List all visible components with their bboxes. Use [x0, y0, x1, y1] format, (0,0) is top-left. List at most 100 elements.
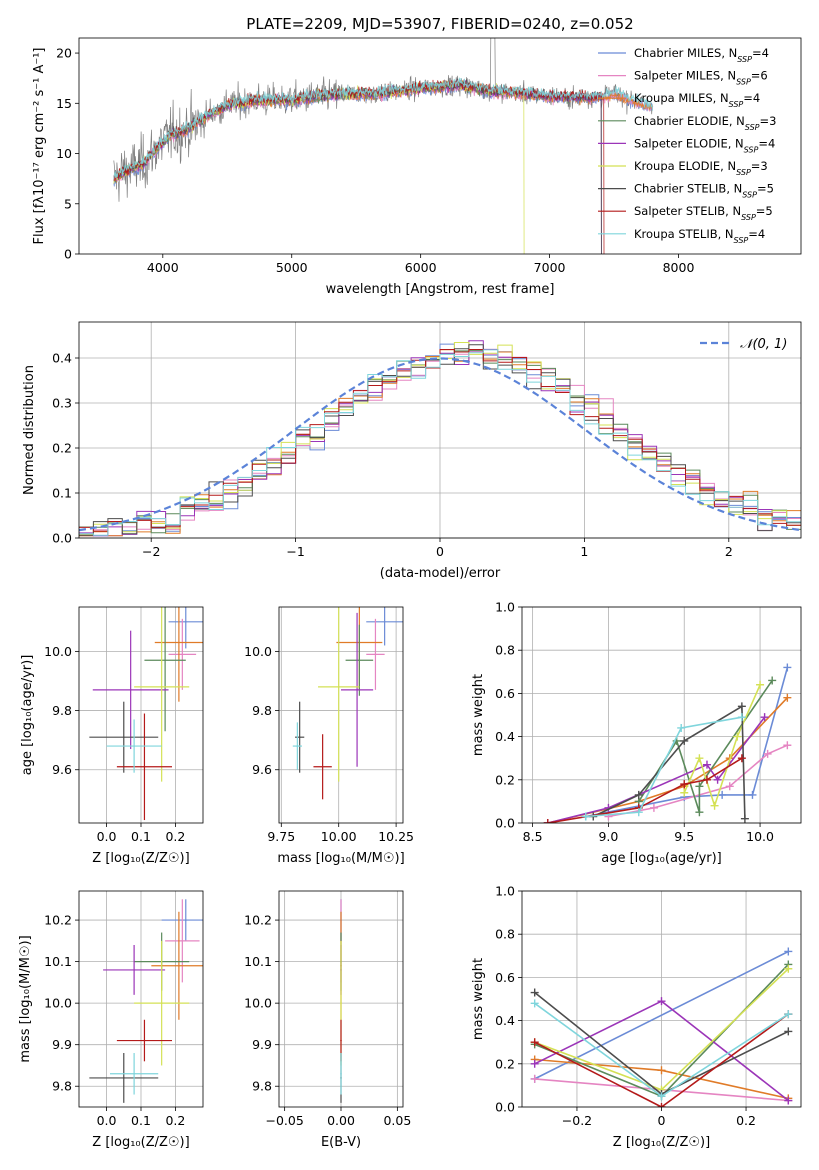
data-point: [184, 620, 187, 623]
legend-entry: Kroupa MILES, NSSP=4: [634, 91, 760, 109]
data-point: [184, 919, 187, 921]
marker-plus: [530, 1059, 539, 1068]
y-tick-label: 0.8: [495, 927, 515, 942]
data-point: [129, 689, 132, 691]
data-point: [374, 653, 377, 656]
marker-plus: [634, 808, 643, 817]
marker-plus: [581, 812, 590, 821]
x-axis-label: Z [log₁₀(Z/Z☉)]: [613, 1135, 710, 1150]
x-tick-label: −0.2: [562, 1113, 592, 1128]
plot-area: [530, 947, 793, 1107]
marker-plus: [657, 997, 666, 1006]
y-tick-label: 1.0: [495, 884, 515, 899]
y-axis-label: age [log₁₀(age/yr)]: [20, 655, 35, 776]
y-tick-label: 0.2: [495, 772, 515, 787]
model-spectrum-line: [113, 81, 602, 254]
data-point: [143, 765, 146, 768]
x-axis-label: E(B-V): [321, 1135, 361, 1150]
marker-plus: [763, 749, 772, 758]
plot-area: [543, 663, 792, 823]
y-tick-label: 10.2: [244, 913, 272, 928]
marker-plus: [657, 1092, 666, 1101]
marker-plus: [702, 775, 711, 784]
x-tick-label: 0: [436, 544, 444, 559]
marker-plus: [737, 713, 746, 722]
data-point: [160, 686, 163, 688]
panel-mass_weight_vs_Z: −0.2 0 0.2 0.0 0.2 0.4 0.6 0.8 1.0 Z [log₁₀(Z/Z☉)…: [471, 884, 802, 1150]
y-tick-label: 0.1: [52, 486, 72, 501]
y-tick-label: 0.6: [495, 686, 515, 701]
marker-plus: [702, 760, 711, 769]
axes-frame: [278, 890, 404, 1108]
y-tick-label: 10: [56, 146, 72, 161]
y-tick-label: 0: [64, 247, 72, 262]
x-tick-label: 0.05: [383, 1113, 411, 1128]
axes-frame: [78, 606, 204, 824]
x-tick-label: −1: [286, 544, 304, 559]
residual-histogram: [79, 349, 801, 536]
data-point: [122, 1077, 125, 1079]
x-tick-label: −0.05: [265, 1113, 303, 1128]
marker-plus: [680, 736, 689, 745]
y-tick-label: 0.0: [495, 816, 515, 831]
y-axis-label: Normed distribution: [22, 365, 37, 495]
x-tick-label: 9.0: [598, 829, 618, 844]
marker-plus: [657, 1066, 666, 1075]
marker-plus: [604, 812, 613, 821]
panel-age_vs_Z: 0.0 0.1 0.2 9.6 9.8 10.0 Z [log₁₀(Z/Z☉)] age [l…: [20, 606, 204, 866]
y-tick-label: 10.0: [244, 644, 272, 659]
plot-area: [89, 899, 203, 1103]
y-tick-label: 20: [56, 46, 72, 61]
x-tick-label: 10.25: [378, 829, 414, 844]
figure-title: PLATE=2209, MJD=53907, FIBERID=0240, z=0…: [246, 15, 633, 33]
y-tick-label: 9.8: [52, 1079, 72, 1094]
legend-entry: Kroupa ELODIE, NSSP=3: [634, 159, 768, 177]
panel-spectrum: 4000 5000 6000 7000 8000 0 5 10 15 20 wavelength […: [32, 37, 802, 297]
x-tick-label: −2: [142, 544, 160, 559]
y-tick-label: 10.0: [244, 996, 272, 1011]
marker-plus: [543, 819, 552, 823]
data-point: [181, 653, 184, 656]
x-tick-label: 7000: [534, 260, 566, 275]
x-axis-label: wavelength [Angstrom, rest frame]: [326, 282, 555, 297]
y-tick-label: 0.0: [495, 1100, 515, 1115]
legend-entry: Chabrier STELIB, NSSP=5: [634, 182, 774, 200]
marker-plus: [784, 1010, 793, 1019]
y-tick-label: 0.2: [52, 441, 72, 456]
y-tick-label: 10.0: [44, 996, 72, 1011]
marker-plus: [784, 947, 793, 956]
marker-plus: [718, 790, 727, 799]
marker-plus: [680, 780, 689, 789]
data-point: [340, 1039, 342, 1042]
y-axis-label: Flux [fλ10⁻¹⁷ erg cm⁻² s⁻¹ A⁻¹]: [32, 48, 47, 245]
y-tick-label: 9.9: [252, 1037, 272, 1052]
model-spectrum-line: [113, 77, 654, 179]
x-tick-label: 4000: [147, 260, 179, 275]
axes-frame: [278, 606, 404, 824]
data-point: [122, 736, 125, 738]
legend-entry: Salpeter ELODIE, NSSP=4: [634, 136, 775, 154]
x-tick-label: 0.1: [131, 1113, 151, 1128]
x-axis-label: age [log₁₀(age/yr)]: [601, 851, 722, 866]
marker-plus: [710, 801, 719, 810]
y-tick-label: 0.6: [495, 970, 515, 985]
marker-plus: [677, 723, 686, 732]
y-tick-label: 9.8: [52, 703, 72, 718]
marker-plus: [649, 803, 658, 812]
x-tick-label: 0.0: [97, 1113, 117, 1128]
y-tick-label: 10.0: [44, 644, 72, 659]
y-tick-label: 10.1: [244, 954, 272, 969]
y-tick-label: 5: [64, 196, 72, 211]
mass-weight-line: [534, 1013, 789, 1107]
x-tick-label: 0.2: [165, 829, 185, 844]
data-point: [358, 659, 361, 662]
marker-plus: [783, 693, 792, 702]
marker-plus: [737, 754, 746, 763]
plot-area: [79, 340, 801, 537]
mass-weight-line: [683, 684, 761, 809]
legend-entry: Salpeter STELIB, NSSP=5: [634, 204, 773, 222]
y-tick-label: 0.8: [495, 643, 515, 658]
data-point: [383, 620, 386, 623]
x-tick-label: 10.00: [321, 829, 357, 844]
